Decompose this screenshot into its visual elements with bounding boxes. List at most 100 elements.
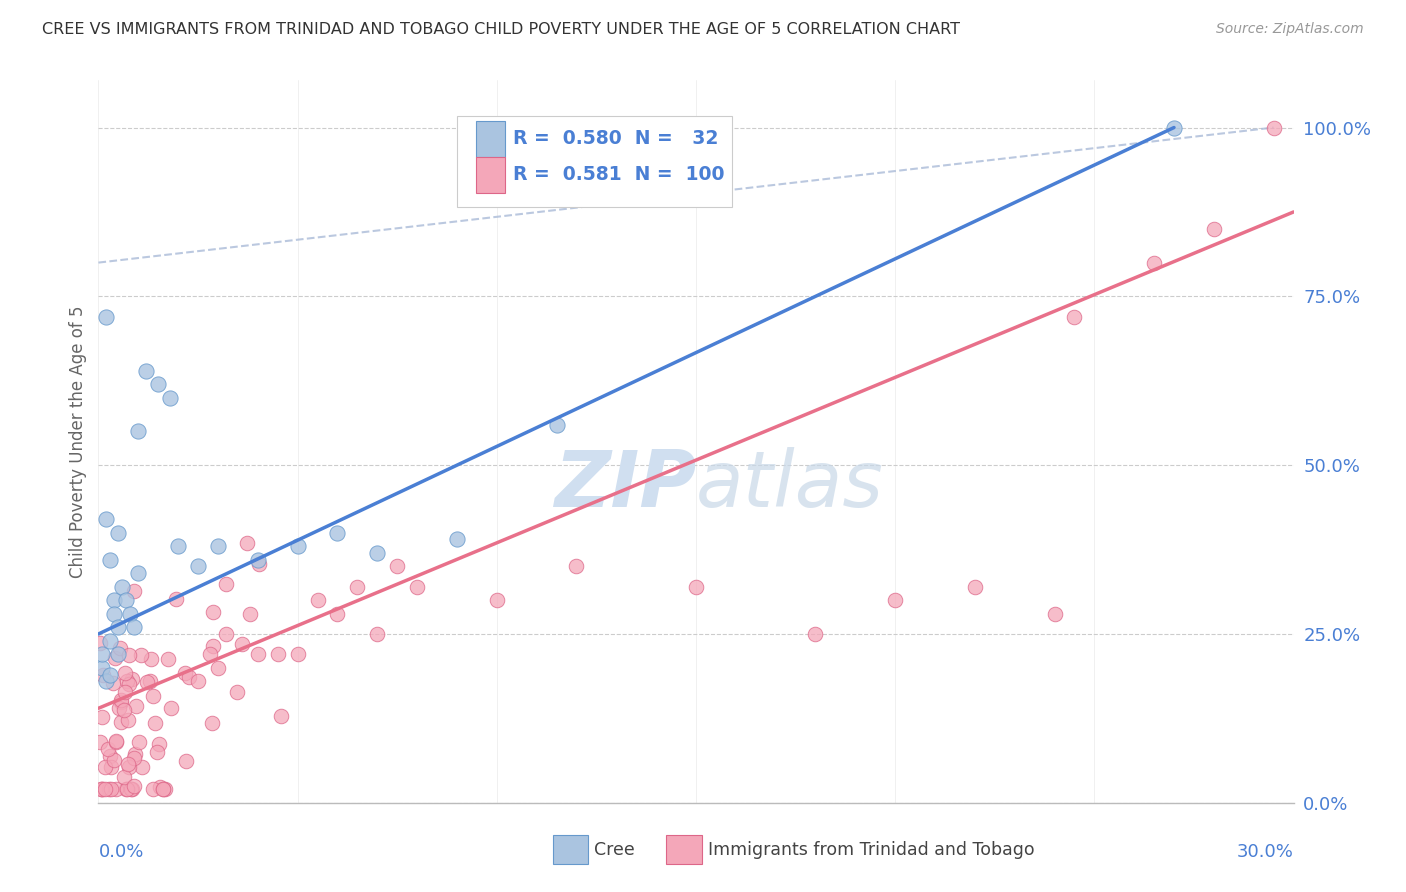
Text: R =  0.581  N =  100: R = 0.581 N = 100 (513, 165, 724, 185)
Point (131, 759, 153, 773)
Point (142, 782, 165, 797)
FancyBboxPatch shape (477, 120, 505, 157)
Point (105, 735, 128, 749)
Point (239, 607, 262, 621)
Point (157, 651, 180, 665)
Point (159, 391, 181, 405)
Point (115, 782, 138, 797)
Point (446, 533, 468, 547)
Point (96, 674, 118, 689)
Point (91, 668, 114, 682)
Point (145, 716, 167, 731)
Point (89, 636, 111, 650)
Text: CREE VS IMMIGRANTS FROM TRINIDAD AND TOBAGO CHILD POVERTY UNDER THE AGE OF 5 COR: CREE VS IMMIGRANTS FROM TRINIDAD AND TOB… (42, 22, 960, 37)
Point (198, 647, 221, 661)
Point (111, 580, 134, 594)
Point (98, 633, 122, 648)
FancyBboxPatch shape (477, 157, 505, 193)
Point (97, 742, 120, 756)
Point (118, 648, 141, 663)
Point (124, 620, 146, 634)
Point (94, 760, 117, 774)
Point (366, 546, 388, 560)
Point (207, 661, 229, 675)
Point (127, 566, 149, 581)
Point (366, 627, 388, 641)
Point (103, 607, 125, 621)
Point (326, 607, 349, 621)
Point (110, 695, 132, 709)
Y-axis label: Child Poverty Under the Age of 5: Child Poverty Under the Age of 5 (69, 305, 87, 578)
Text: 30.0%: 30.0% (1237, 843, 1294, 861)
Point (202, 605, 225, 619)
Point (107, 647, 129, 661)
Point (142, 689, 165, 703)
Point (114, 684, 136, 698)
Point (247, 557, 270, 571)
Point (90, 710, 112, 724)
Point (128, 734, 150, 748)
Point (96, 512, 118, 526)
Point (267, 647, 290, 661)
Point (121, 782, 143, 797)
Point (110, 714, 132, 729)
Point (100, 782, 122, 797)
Point (1263, 120, 1285, 135)
Point (153, 782, 176, 797)
Point (115, 673, 138, 688)
Point (148, 738, 170, 752)
Text: Cree: Cree (595, 841, 636, 859)
Point (138, 674, 160, 689)
Point (98, 782, 121, 797)
Point (120, 607, 142, 621)
Point (117, 677, 139, 691)
Point (117, 714, 139, 728)
Point (107, 525, 129, 540)
Point (215, 577, 238, 591)
Point (96, 310, 118, 324)
Point (122, 751, 145, 765)
Point (287, 647, 309, 661)
Point (91, 647, 114, 661)
Point (201, 716, 224, 731)
Point (346, 580, 368, 594)
Point (565, 559, 588, 574)
Point (94, 782, 117, 797)
Text: Immigrants from Trinidad and Tobago: Immigrants from Trinidad and Tobago (709, 841, 1035, 859)
Point (117, 757, 139, 772)
Point (149, 780, 172, 795)
Point (112, 703, 135, 717)
Point (105, 734, 128, 748)
Point (152, 782, 174, 797)
Point (152, 782, 174, 797)
Point (89, 735, 111, 749)
Point (187, 559, 209, 574)
Bar (553, 835, 589, 864)
Point (122, 780, 145, 794)
Point (107, 620, 129, 634)
Point (98, 667, 122, 681)
Point (231, 637, 253, 651)
Point (165, 591, 187, 606)
Point (485, 593, 508, 607)
Point (104, 651, 127, 665)
Point (187, 674, 209, 689)
Point (98, 748, 121, 763)
Point (114, 666, 136, 681)
Text: ZIP: ZIP (554, 447, 696, 523)
Point (246, 552, 269, 566)
Point (1163, 120, 1185, 135)
Point (127, 425, 149, 439)
Point (177, 670, 200, 684)
Point (963, 580, 986, 594)
Point (103, 676, 125, 690)
Point (385, 559, 409, 574)
Point (112, 770, 135, 784)
Point (103, 593, 125, 607)
Point (174, 665, 197, 680)
Text: R =  0.580  N =   32: R = 0.580 N = 32 (513, 129, 718, 148)
Point (135, 675, 157, 690)
Point (287, 539, 309, 553)
Point (135, 364, 157, 378)
Point (884, 593, 907, 607)
